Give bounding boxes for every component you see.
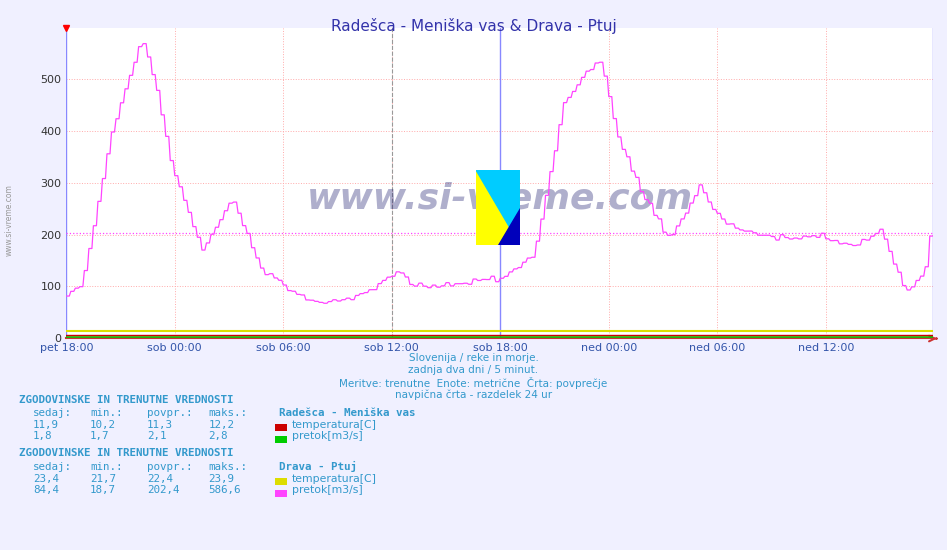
Text: sedaj:: sedaj:: [33, 462, 72, 472]
Polygon shape: [476, 170, 520, 245]
Text: 23,9: 23,9: [208, 474, 234, 484]
Text: 21,7: 21,7: [90, 474, 116, 484]
Text: 1,7: 1,7: [90, 431, 110, 442]
Text: 23,4: 23,4: [33, 474, 59, 484]
Text: temperatura[C]: temperatura[C]: [292, 474, 377, 484]
Text: pretok[m3/s]: pretok[m3/s]: [292, 485, 363, 496]
Text: Drava - Ptuj: Drava - Ptuj: [279, 461, 357, 472]
Text: ZGODOVINSKE IN TRENUTNE VREDNOSTI: ZGODOVINSKE IN TRENUTNE VREDNOSTI: [19, 448, 234, 459]
Text: min.:: min.:: [90, 408, 122, 419]
Text: temperatura[C]: temperatura[C]: [292, 420, 377, 430]
Bar: [275, 436, 287, 443]
Text: maks.:: maks.:: [208, 462, 247, 472]
Text: www.si-vreme.com: www.si-vreme.com: [5, 184, 14, 256]
Text: Slovenija / reke in morje.: Slovenija / reke in morje.: [408, 353, 539, 363]
Text: 586,6: 586,6: [208, 485, 241, 496]
Text: zadnja dva dni / 5 minut.: zadnja dva dni / 5 minut.: [408, 365, 539, 375]
Text: povpr.:: povpr.:: [147, 462, 192, 472]
Polygon shape: [476, 170, 520, 245]
Bar: [275, 490, 287, 497]
Text: pretok[m3/s]: pretok[m3/s]: [292, 431, 363, 442]
Polygon shape: [498, 207, 520, 245]
Text: navpična črta - razdelek 24 ur: navpična črta - razdelek 24 ur: [395, 389, 552, 400]
Bar: [275, 478, 287, 485]
Text: Radešca - Meniška vas & Drava - Ptuj: Radešca - Meniška vas & Drava - Ptuj: [331, 18, 616, 34]
Text: min.:: min.:: [90, 462, 122, 472]
Text: maks.:: maks.:: [208, 408, 247, 419]
Text: 11,3: 11,3: [147, 420, 172, 430]
Text: ZGODOVINSKE IN TRENUTNE VREDNOSTI: ZGODOVINSKE IN TRENUTNE VREDNOSTI: [19, 394, 234, 405]
Text: povpr.:: povpr.:: [147, 408, 192, 419]
Text: 2,1: 2,1: [147, 431, 167, 442]
Text: 2,8: 2,8: [208, 431, 228, 442]
Text: www.si-vreme.com: www.si-vreme.com: [307, 182, 692, 216]
Bar: [275, 424, 287, 431]
Text: 22,4: 22,4: [147, 474, 172, 484]
Text: 84,4: 84,4: [33, 485, 59, 496]
Text: 202,4: 202,4: [147, 485, 179, 496]
Text: sedaj:: sedaj:: [33, 408, 72, 419]
Text: 18,7: 18,7: [90, 485, 116, 496]
Text: 10,2: 10,2: [90, 420, 116, 430]
Text: 11,9: 11,9: [33, 420, 59, 430]
Text: 12,2: 12,2: [208, 420, 234, 430]
Text: Radešca - Meniška vas: Radešca - Meniška vas: [279, 408, 416, 419]
Text: 1,8: 1,8: [33, 431, 53, 442]
Text: Meritve: trenutne  Enote: metrične  Črta: povprečje: Meritve: trenutne Enote: metrične Črta: …: [339, 377, 608, 389]
